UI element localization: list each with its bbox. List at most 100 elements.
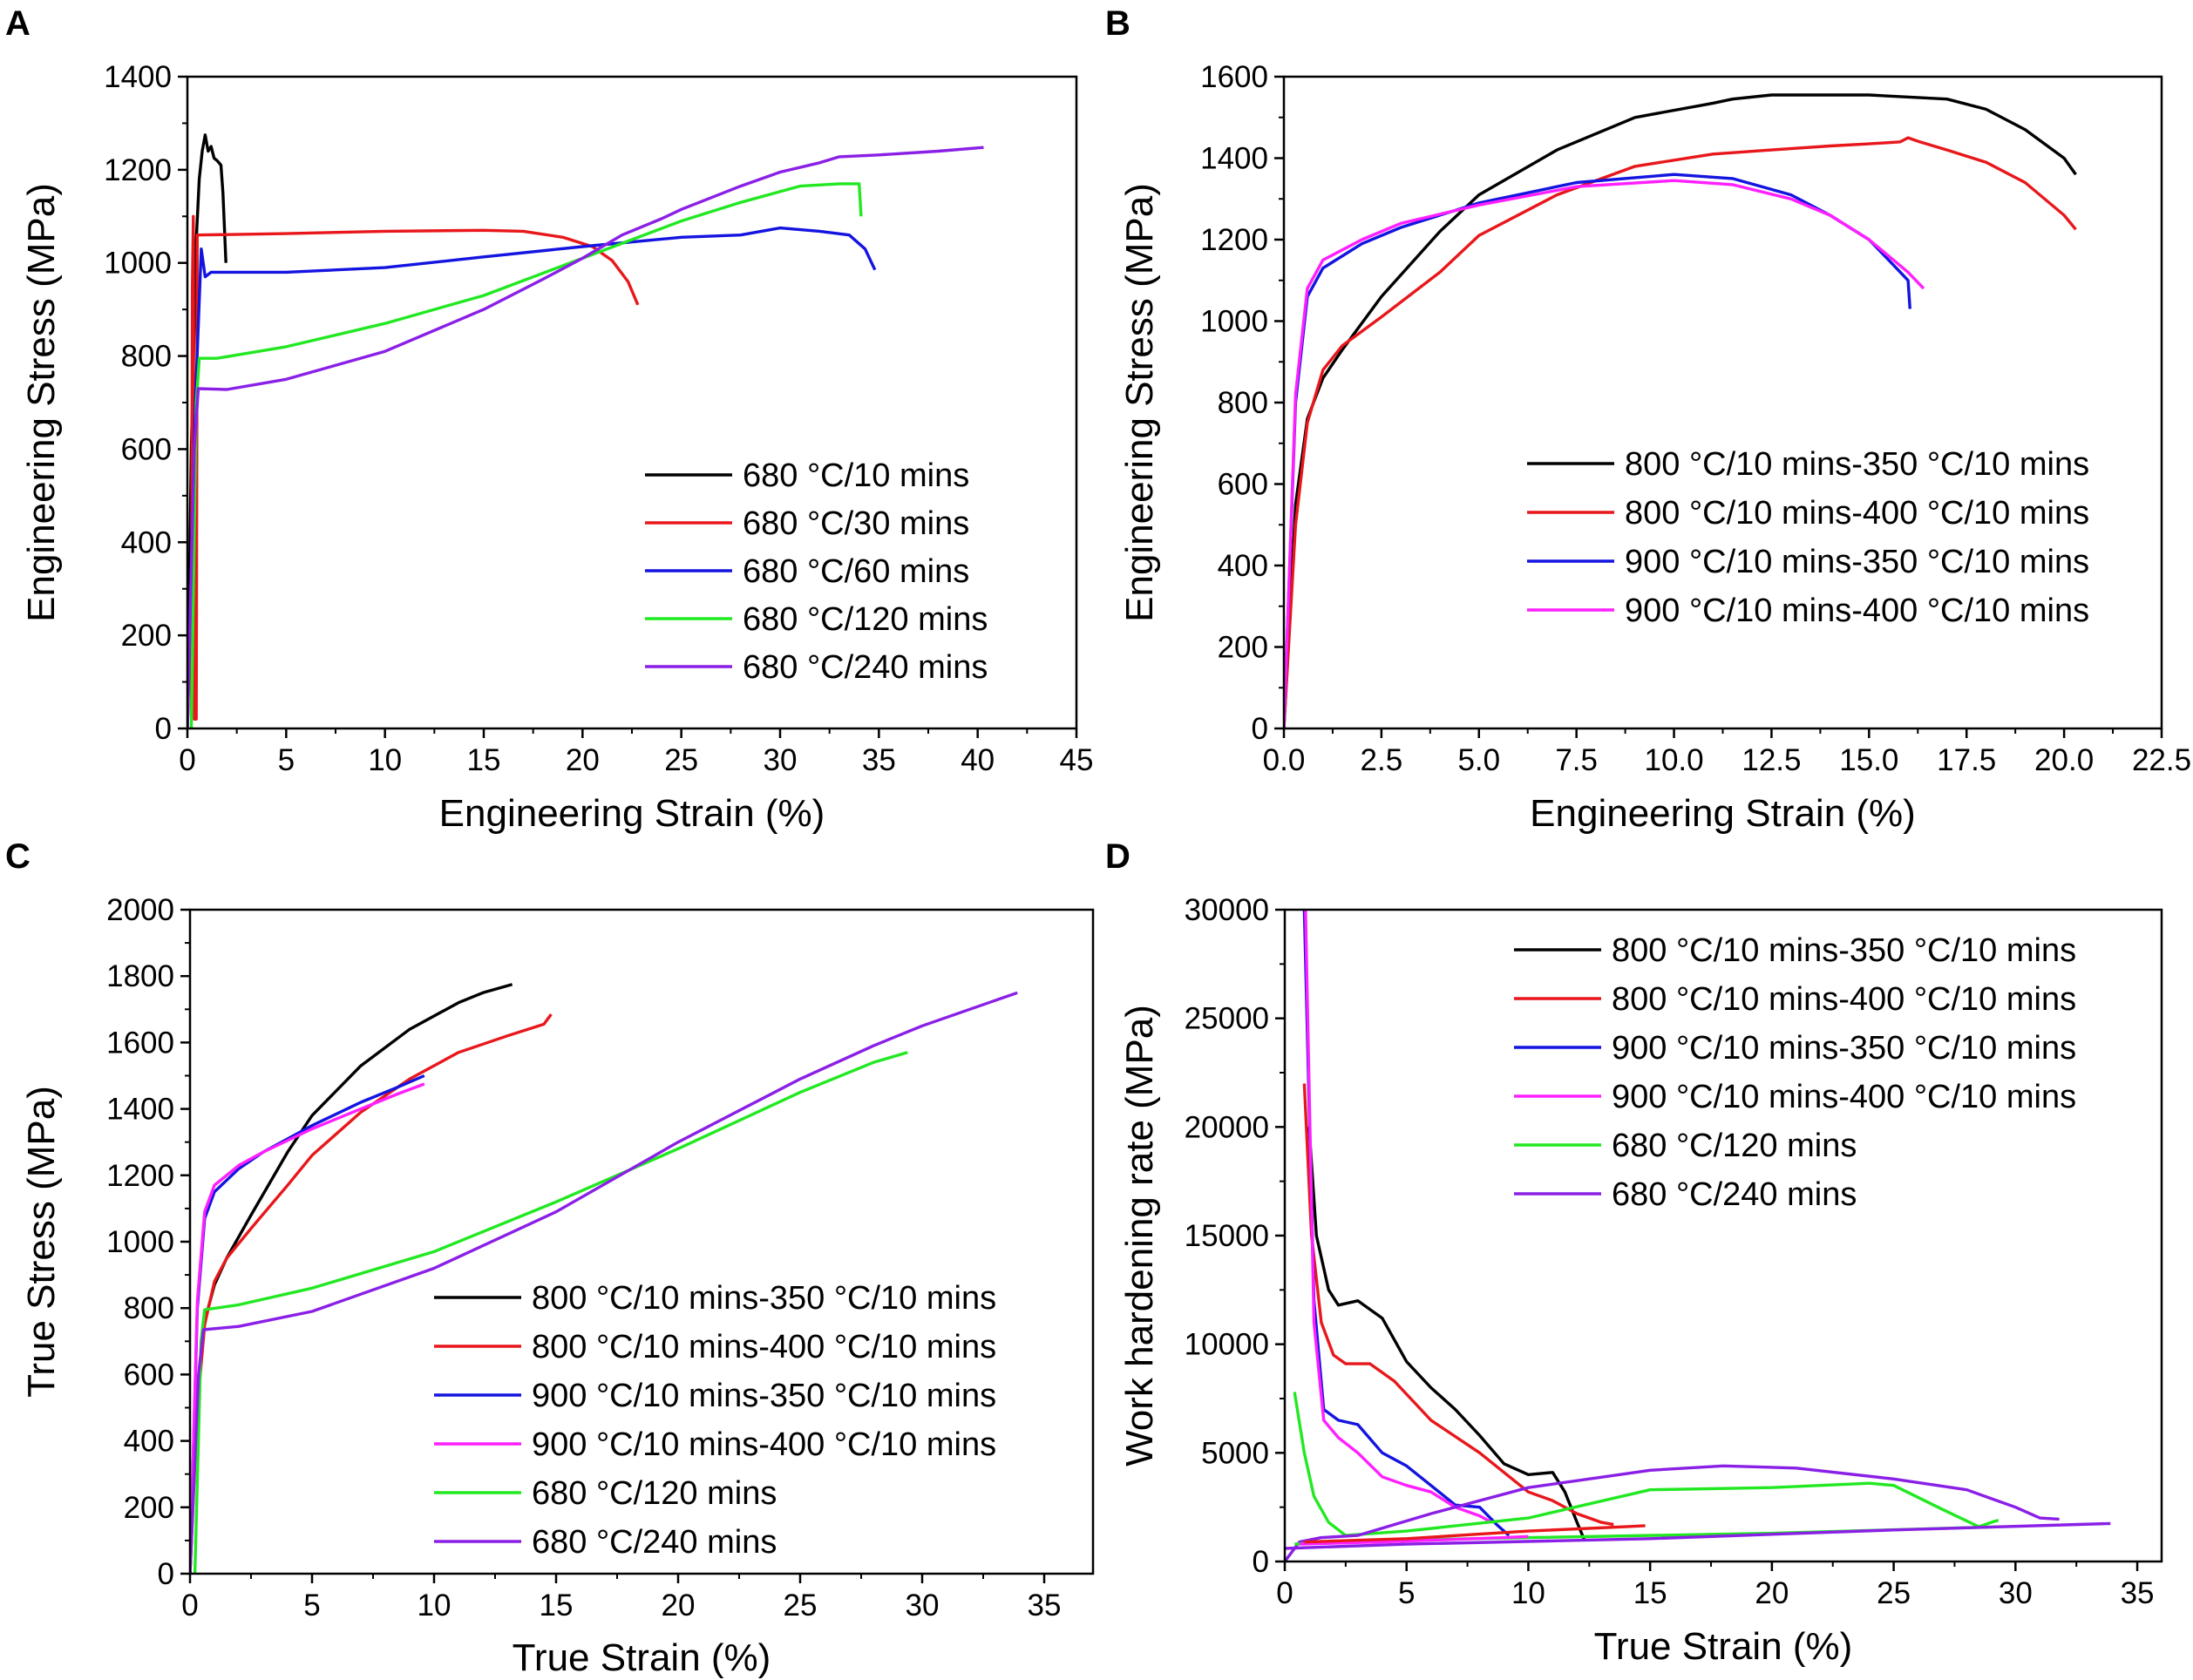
x-tick-label: 20.0 bbox=[2034, 743, 2094, 777]
x-tick-label: 5 bbox=[278, 743, 295, 777]
y-tick-label: 400 bbox=[1218, 549, 1268, 583]
series-line-3 bbox=[1284, 173, 1911, 728]
series-line-2 bbox=[1284, 136, 2077, 728]
series-line-8 bbox=[1285, 1521, 2111, 1550]
legend-label-4: 900 °C/10 mins-400 °C/10 mins bbox=[1625, 593, 2089, 629]
y-tick-label: 20000 bbox=[1185, 1110, 1269, 1144]
x-tick-label: 10 bbox=[368, 743, 402, 777]
x-tick-label: 15 bbox=[467, 743, 501, 777]
y-tick-label: 1600 bbox=[1200, 60, 1268, 94]
legend-label-3: 900 °C/10 mins-350 °C/10 mins bbox=[1612, 1030, 2076, 1067]
y-tick-label: 0 bbox=[1253, 1545, 1269, 1579]
series-group bbox=[190, 983, 1018, 1574]
x-axis-label: True Strain (%) bbox=[513, 1636, 771, 1679]
x-axis-label: Engineering Strain (%) bbox=[1530, 792, 1916, 835]
y-tick-label: 0 bbox=[155, 712, 172, 746]
legend-label-4: 900 °C/10 mins-400 °C/10 mins bbox=[1612, 1079, 2076, 1115]
x-tick-label: 35 bbox=[2121, 1576, 2155, 1610]
x-tick-label: 20 bbox=[566, 743, 600, 777]
legend-label-6: 680 °C/240 mins bbox=[1612, 1176, 1857, 1213]
y-tick-label: 1000 bbox=[104, 247, 172, 281]
y-tick-label: 1400 bbox=[104, 60, 172, 94]
legend-label-3: 900 °C/10 mins-350 °C/10 mins bbox=[1625, 544, 2089, 580]
y-tick-label: 600 bbox=[1218, 468, 1268, 502]
legend: 800 °C/10 mins-350 °C/10 mins 800 °C/10 m… bbox=[1527, 446, 2089, 629]
x-tick-label: 17.5 bbox=[1937, 743, 1996, 777]
legend-label-2: 800 °C/10 mins-400 °C/10 mins bbox=[1625, 495, 2089, 532]
x-tick-label: 0.0 bbox=[1263, 743, 1306, 777]
x-tick-label: 7.5 bbox=[1555, 743, 1598, 777]
y-tick-label: 1400 bbox=[1200, 142, 1268, 176]
panel-letter: A bbox=[5, 4, 31, 43]
legend-label-5: 680 °C/120 mins bbox=[1612, 1128, 1857, 1164]
series-group bbox=[1284, 93, 2077, 728]
x-tick-label: 20 bbox=[1755, 1576, 1789, 1610]
legend-label-1: 680 °C/10 mins bbox=[743, 457, 969, 494]
legend-label-4: 680 °C/120 mins bbox=[743, 601, 988, 638]
y-tick-label: 0 bbox=[1252, 712, 1268, 746]
y-tick-label: 2000 bbox=[106, 893, 174, 927]
series-line-6 bbox=[1285, 1464, 2060, 1561]
y-tick-label: 5000 bbox=[1201, 1436, 1269, 1470]
series-line-2 bbox=[1302, 1083, 1614, 1527]
series-line-3 bbox=[187, 226, 877, 728]
chart-panel-d: D 0 5 10 15 20 25 30 35 0 5000 10000 15000 20000 25000… bbox=[1105, 837, 2163, 1668]
x-tick-label: 30 bbox=[906, 1589, 940, 1622]
series-group bbox=[187, 133, 984, 728]
y-tick-label: 400 bbox=[121, 525, 172, 559]
y-tick-label: 30000 bbox=[1185, 893, 1269, 927]
x-axis-label: Engineering Strain (%) bbox=[439, 792, 825, 835]
series-line-9 bbox=[1299, 1534, 1529, 1546]
y-tick-label: 1400 bbox=[106, 1093, 174, 1127]
legend-label-1: 800 °C/10 mins-350 °C/10 mins bbox=[1612, 932, 2076, 969]
x-tick-label: 10 bbox=[1511, 1576, 1545, 1610]
x-tick-label: 45 bbox=[1060, 743, 1094, 777]
x-tick-label: 10.0 bbox=[1644, 743, 1703, 777]
x-tick-label: 30 bbox=[764, 743, 798, 777]
x-tick-label: 25 bbox=[664, 743, 698, 777]
y-tick-label: 200 bbox=[121, 619, 172, 653]
y-tick-label: 0 bbox=[158, 1557, 174, 1591]
legend-label-1: 800 °C/10 mins-350 °C/10 mins bbox=[1625, 446, 2089, 483]
x-tick-label: 35 bbox=[1028, 1589, 1062, 1622]
x-tick-label: 35 bbox=[862, 743, 896, 777]
y-tick-label: 800 bbox=[1218, 386, 1268, 420]
series-line-5 bbox=[187, 146, 984, 728]
series-line-4 bbox=[1304, 910, 1493, 1524]
panel-letter: B bbox=[1105, 4, 1130, 43]
series-line-4 bbox=[189, 182, 863, 728]
series-group bbox=[1285, 910, 2111, 1561]
legend-label-2: 800 °C/10 mins-400 °C/10 mins bbox=[532, 1329, 996, 1365]
y-tick-label: 400 bbox=[124, 1425, 174, 1459]
x-tick-label: 30 bbox=[1999, 1576, 2033, 1610]
x-tick-label: 15 bbox=[540, 1589, 574, 1622]
chart-panel-c: C 0 5 10 15 20 25 30 35 0 200 400 600 800 1000 1200 1400… bbox=[5, 837, 1095, 1679]
y-tick-label: 200 bbox=[124, 1491, 174, 1525]
y-axis-label: True Stress (MPa) bbox=[20, 1086, 63, 1398]
y-tick-label: 200 bbox=[1218, 631, 1268, 665]
legend-label-2: 800 °C/10 mins-400 °C/10 mins bbox=[1612, 981, 2076, 1018]
chart-panel-b: B 0.0 2.5 5.0 7.5 10.0 12.5 15.0 17.5 20.0 22.5 0 20… bbox=[1105, 4, 2191, 835]
legend-label-3: 680 °C/60 mins bbox=[743, 553, 969, 590]
series-line-2 bbox=[190, 1013, 553, 1574]
x-tick-label: 25 bbox=[1877, 1576, 1911, 1610]
x-tick-label: 40 bbox=[961, 743, 995, 777]
y-tick-label: 1600 bbox=[106, 1026, 174, 1060]
panel-letter: D bbox=[1105, 837, 1130, 876]
series-line-4 bbox=[1284, 179, 1925, 728]
y-tick-label: 10000 bbox=[1185, 1328, 1269, 1362]
x-tick-label: 25 bbox=[784, 1589, 818, 1622]
x-tick-label: 5.0 bbox=[1457, 743, 1500, 777]
y-tick-label: 800 bbox=[124, 1291, 174, 1325]
legend-label-6: 680 °C/240 mins bbox=[532, 1524, 777, 1561]
x-tick-label: 15.0 bbox=[1839, 743, 1898, 777]
x-axis-label: True Strain (%) bbox=[1594, 1625, 1853, 1668]
y-tick-label: 1200 bbox=[1200, 223, 1268, 257]
y-tick-label: 1000 bbox=[106, 1225, 174, 1259]
x-tick-label: 22.5 bbox=[2132, 743, 2191, 777]
y-tick-label: 1000 bbox=[1200, 305, 1268, 339]
legend: 680 °C/10 mins 680 °C/30 mins 680 °C/60 mi… bbox=[645, 457, 988, 686]
legend-label-2: 680 °C/30 mins bbox=[743, 505, 969, 542]
x-tick-label: 12.5 bbox=[1742, 743, 1801, 777]
